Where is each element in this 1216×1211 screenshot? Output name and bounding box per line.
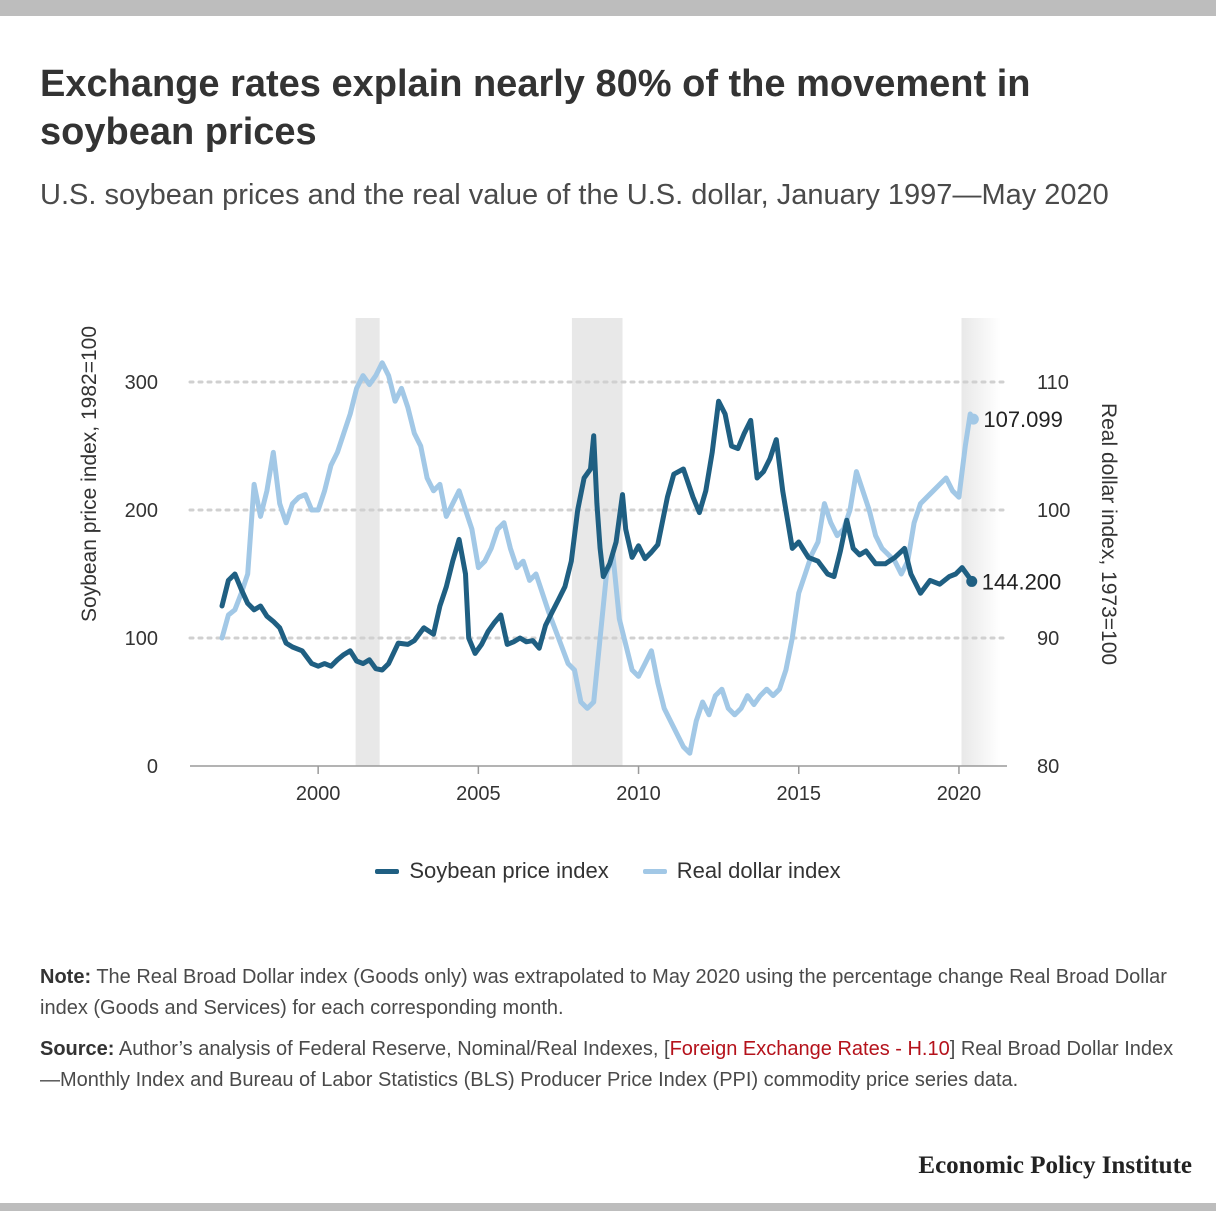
brand-logo: Economic Policy Institute: [918, 1152, 1192, 1179]
y-tick-right: 90: [1037, 628, 1059, 650]
note-text: The Real Broad Dollar index (Goods only)…: [40, 966, 1167, 1019]
y-axis-right-label: Real dollar index, 1973=100: [1097, 403, 1120, 665]
y-axis-left-label: Soybean price index, 1982=100: [78, 326, 101, 622]
x-tick-label: 2010: [616, 783, 661, 805]
chart-subtitle: U.S. soybean prices and the real value o…: [40, 179, 1109, 211]
series-lines: [219, 360, 979, 756]
legend: Soybean price index Real dollar index: [0, 858, 1216, 884]
line-chart: 0 100 200 300 80 90 100 110 2000 2005 2010 2015 2020…: [78, 318, 1120, 805]
recession-bands: [355, 318, 1001, 766]
series-line-soybean: [219, 398, 975, 673]
source: Source: Author’s analysis of Federal Res…: [40, 1034, 1180, 1096]
source-text-before: Author’s analysis of Federal Reserve, No…: [118, 1038, 670, 1060]
y-tick-left: 0: [147, 756, 158, 778]
x-tick-label: 2005: [456, 783, 501, 805]
top-border: [0, 0, 1216, 16]
x-tick-label: 2015: [776, 783, 821, 805]
source-text-after: ] Real Broad Dollar Index—Monthly Index …: [40, 1038, 1174, 1091]
y-tick-right: 110: [1037, 372, 1069, 394]
end-label-soybean: 144.200: [982, 569, 1062, 594]
y-tick-right: 100: [1037, 500, 1070, 522]
legend-label-soybean: Soybean price index: [409, 858, 609, 883]
x-tick-label: 2020: [937, 783, 982, 805]
recession-band: [961, 318, 1001, 766]
series-line-dollar: [219, 360, 976, 756]
end-point-soybean: [966, 575, 978, 587]
y-tick-left: 100: [125, 628, 158, 650]
y-tick-left: 200: [125, 500, 158, 522]
note-label: Note:: [40, 966, 92, 988]
end-point-dollar: [967, 413, 979, 425]
legend-label-dollar: Real dollar index: [676, 858, 841, 883]
end-labels: 107.099 144.200: [982, 407, 1063, 594]
y-tick-right: 80: [1037, 756, 1059, 778]
legend-item-dollar: Real dollar index: [642, 858, 841, 884]
recession-band: [355, 318, 380, 766]
legend-swatch-soybean: [375, 868, 400, 874]
chart-title: Exchange rates explain nearly 80% of the…: [40, 63, 1031, 153]
end-label-dollar: 107.099: [983, 407, 1063, 432]
source-link[interactable]: Foreign Exchange Rates - H.10: [669, 1038, 950, 1060]
axes: 0 100 200 300 80 90 100 110 2000 2005 2010 2015 2020: [125, 372, 1071, 805]
legend-item-soybean: Soybean price index: [375, 858, 609, 884]
y-tick-left: 300: [125, 372, 158, 394]
source-label: Source:: [40, 1038, 115, 1060]
note: Note: The Real Broad Dollar index (Goods…: [40, 962, 1180, 1024]
footnotes: Note: The Real Broad Dollar index (Goods…: [40, 962, 1180, 1106]
x-tick-label: 2000: [296, 783, 341, 805]
bottom-border: [0, 1203, 1216, 1211]
legend-swatch-dollar: [642, 868, 667, 874]
